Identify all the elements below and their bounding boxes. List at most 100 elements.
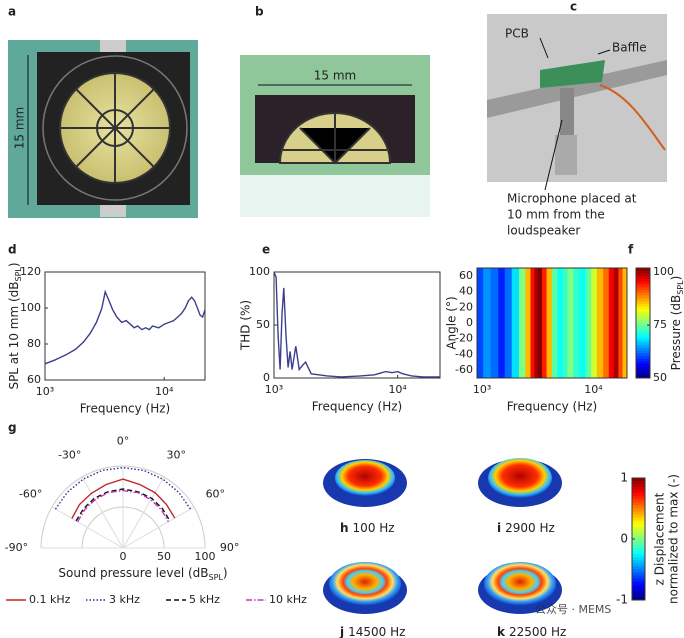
sim-freq: 22500 Hz: [509, 625, 566, 638]
caption: Microphone placed at: [507, 192, 637, 206]
colorbar-step: [636, 358, 650, 362]
colorbar-step: [632, 505, 645, 509]
colorbar-step: [636, 356, 650, 360]
colorbar-step: [632, 566, 645, 570]
annotation: Baffle: [612, 41, 647, 55]
colorbar-step: [636, 345, 650, 349]
heat-cell: [541, 268, 548, 378]
heat-cell: [603, 268, 610, 378]
colorbar-tick-label: 0: [620, 532, 628, 546]
heat-cell: [557, 268, 563, 378]
x-axis-label: Frequency (Hz): [80, 402, 171, 416]
y-tick-label: 40: [459, 285, 473, 298]
colorbar-step: [636, 276, 650, 280]
heat-cell: [534, 268, 539, 378]
colorbar-step: [636, 320, 650, 324]
colorbar-step: [636, 279, 650, 283]
y-tick-label: 0: [466, 316, 473, 329]
y-tick-label: 60: [27, 373, 41, 386]
panel-letter: j: [339, 625, 344, 638]
heat-cell: [483, 268, 492, 378]
y-tick-label: 120: [20, 265, 41, 278]
colorbar-step: [636, 347, 650, 351]
y-axis-label: SPL at 10 mm (dBSPL): [7, 262, 24, 389]
colorbar-step: [632, 554, 645, 558]
colorbar-step: [632, 499, 645, 503]
plot-frame: [273, 271, 441, 379]
heat-cell: [618, 268, 624, 378]
colorbar-tick-label: -1: [616, 593, 628, 607]
colorbar-step: [636, 375, 650, 379]
y-tick-label: 60: [459, 269, 473, 282]
sim-label: k 22500 Hz: [497, 625, 566, 638]
sim-freq: 100 Hz: [353, 521, 395, 535]
x-tick-label: 10³: [36, 385, 54, 398]
sim-freq: 14500 Hz: [348, 625, 405, 638]
heat-cell: [567, 268, 574, 378]
label-end: ): [7, 262, 21, 267]
colorbar-step: [636, 270, 650, 274]
colorbar-step: [632, 560, 645, 564]
panel-letter: e: [262, 243, 270, 257]
colorbar-step: [636, 273, 650, 277]
colorbar-frame: [635, 267, 651, 379]
caption: 10 mm from the: [507, 208, 605, 222]
colorbar-step: [632, 545, 645, 549]
x-tick-label: 10³: [265, 383, 283, 396]
panel-letter: b: [255, 5, 264, 19]
colorbar-step: [632, 502, 645, 506]
colorbar-step: [636, 339, 650, 343]
panel-letter: k: [497, 625, 506, 638]
label-text: Pressure (dB: [669, 295, 683, 371]
heat-cell: [519, 268, 526, 378]
heat-cell: [511, 268, 520, 378]
colorbar-step: [636, 364, 650, 368]
label-sub: SPL: [14, 267, 23, 282]
photo-a: [8, 40, 198, 218]
colorbar-step: [636, 284, 650, 288]
scale-label: 15 mm: [314, 69, 356, 83]
angle-tick-label: -90°: [5, 541, 28, 554]
sim-freq: 2900 Hz: [505, 521, 555, 535]
heat-cell: [537, 268, 543, 378]
y-tick-label: 0: [263, 371, 270, 384]
y-axis-label: Angle (°): [445, 296, 459, 349]
angle-tick-label: 30°: [167, 449, 187, 462]
colorbar-step: [632, 575, 645, 580]
colorbar-step: [632, 587, 645, 592]
colorbar-step: [632, 563, 645, 567]
x-axis-label: Frequency (Hz): [312, 400, 403, 414]
colorbar-step: [636, 295, 650, 299]
polar-spoke: [51, 506, 124, 549]
y-tick-label: 50: [256, 318, 270, 331]
panel-letter: i: [497, 521, 501, 535]
colorbar-step: [632, 493, 645, 497]
legend-label: 0.1 kHz: [29, 593, 71, 606]
colorbar-step: [632, 496, 645, 500]
sim-label: i 2900 Hz: [497, 521, 555, 535]
photo-b: [240, 55, 430, 217]
polar-spoke: [122, 506, 195, 549]
panel-letter: a: [8, 5, 16, 19]
heat-cell: [525, 268, 532, 378]
heat-cell: [504, 268, 513, 378]
angle-tick-label: 0°: [117, 434, 130, 447]
polar-line: [75, 488, 171, 522]
colorbar-step: [632, 551, 645, 555]
panel-letter: f: [628, 243, 634, 257]
r-tick-label: 50: [157, 550, 171, 563]
label-text: SPL at 10 mm (dB: [7, 282, 21, 390]
colorbar-step: [636, 361, 650, 365]
label-end: ): [223, 566, 228, 580]
colorbar-step: [636, 287, 650, 291]
polar-line: [76, 489, 170, 523]
colorbar-step: [636, 323, 650, 327]
colorbar-step: [636, 342, 650, 346]
heat-cell: [613, 268, 619, 378]
plot-frame: [476, 267, 628, 379]
colorbar-step: [632, 584, 645, 589]
colorbar-step: [632, 529, 645, 534]
colorbar-step: [632, 523, 645, 528]
data-line: [44, 289, 206, 365]
heat-cell: [546, 268, 553, 378]
